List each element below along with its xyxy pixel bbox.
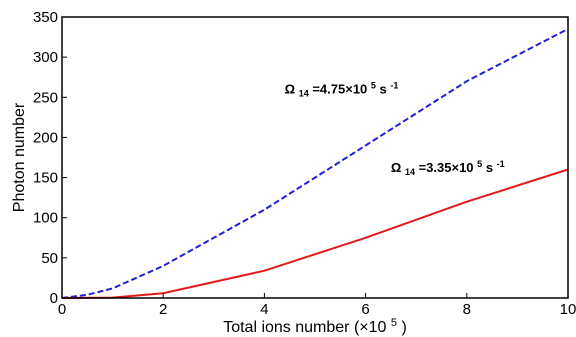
plot-frame [61, 16, 569, 299]
annotation-upper: Ω 14 =4.75×10 5 s -1 [285, 76, 399, 99]
series-line-dashed-blue [61, 28, 569, 299]
y-tick-label: 200 [33, 129, 58, 146]
y-tick-label: 100 [33, 210, 58, 227]
annotation-lower-value: =3.35×10 [419, 160, 474, 175]
y-tick-label: 300 [33, 49, 58, 66]
x-tick-label: 6 [361, 301, 369, 318]
annotation-upper-unit-exp: -1 [390, 80, 398, 90]
annotation-lower-exp: 5 [477, 159, 482, 169]
y-axis-ticks: 0 50 100 150 200 250 300 350 [33, 9, 67, 307]
x-axis-unit-prefix: (×10 [354, 319, 387, 336]
x-axis-label: Total ions number (×10 5 ) [223, 313, 407, 336]
annotation-lower-unit: s [486, 160, 493, 175]
y-tick-label: 150 [33, 170, 58, 187]
annotation-lower-subscript: 14 [405, 167, 415, 177]
annotation-lower-symbol: Ω [391, 160, 401, 175]
x-axis-label-text: Total ions number [223, 319, 350, 336]
y-tick-label: 50 [41, 250, 58, 267]
annotation-upper-exp: 5 [371, 80, 376, 90]
x-tick-label: 2 [159, 301, 167, 318]
x-tick-label: 8 [463, 301, 471, 318]
y-tick-label: 350 [33, 9, 58, 26]
annotation-lower: Ω 14 =3.35×10 5 s -1 [391, 155, 505, 178]
annotation-upper-value: =4.75×10 [312, 81, 367, 96]
x-axis-ticks: 0 2 4 6 8 10 [58, 293, 576, 318]
y-axis-label: Photon number [11, 102, 28, 212]
x-tick-label: 0 [58, 301, 66, 318]
x-tick-label: 10 [560, 301, 576, 318]
annotation-lower-unit-exp: -1 [497, 159, 505, 169]
annotation-upper-unit: s [380, 81, 387, 96]
x-axis-unit-exponent: 5 [391, 317, 397, 329]
y-tick-label: 0 [50, 290, 58, 307]
y-tick-label: 250 [33, 89, 58, 106]
x-tick-label: 4 [260, 301, 268, 318]
series-line-solid-red [61, 168, 569, 299]
annotation-upper-subscript: 14 [299, 88, 309, 98]
annotation-upper-symbol: Ω [285, 81, 295, 96]
x-axis-unit-suffix: ) [401, 319, 406, 336]
